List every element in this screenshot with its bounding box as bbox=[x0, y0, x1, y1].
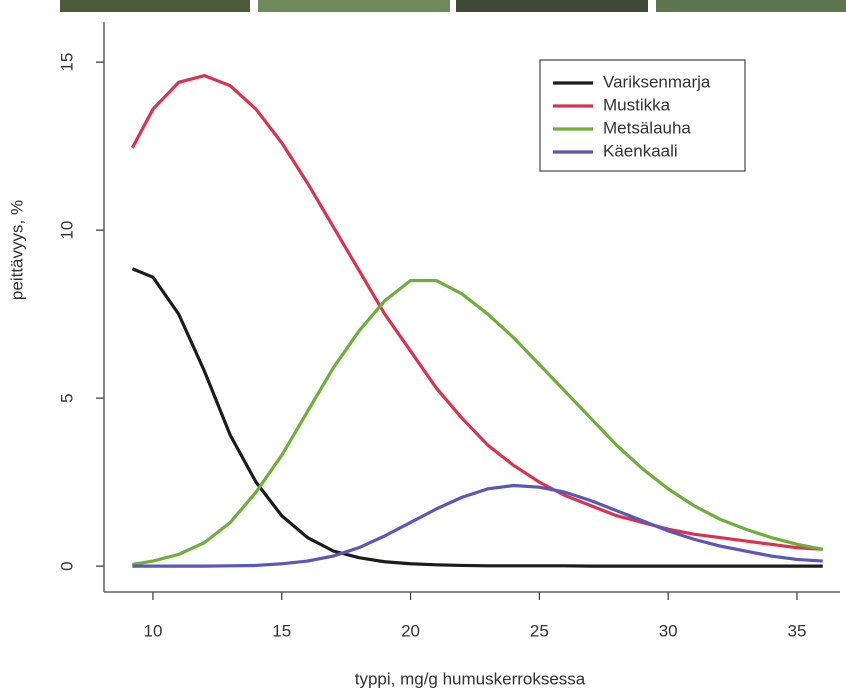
x-tick-label: 15 bbox=[272, 621, 291, 640]
y-tick-label: 10 bbox=[57, 221, 76, 240]
legend-label: Variksenmarja bbox=[603, 72, 711, 91]
legend-label: Käenkaali bbox=[603, 141, 678, 160]
x-tick-label: 10 bbox=[143, 621, 162, 640]
legend-label: Mustikka bbox=[603, 95, 671, 114]
series-line bbox=[132, 278, 824, 567]
legend-label: Metsälauha bbox=[603, 118, 691, 137]
y-tick-label: 15 bbox=[57, 53, 76, 72]
y-tick-label: 0 bbox=[57, 561, 76, 570]
photo-strip bbox=[60, 0, 846, 12]
x-tick-label: 20 bbox=[401, 621, 420, 640]
series-line bbox=[130, 74, 823, 551]
series-line bbox=[131, 267, 823, 568]
series-line bbox=[132, 483, 823, 568]
y-axis-label: peittävyys, % bbox=[7, 200, 26, 300]
x-tick-label: 25 bbox=[530, 621, 549, 640]
x-tick-label: 35 bbox=[788, 621, 807, 640]
x-tick-label: 30 bbox=[659, 621, 678, 640]
x-axis-label: typpi, mg/g humuskerroksessa bbox=[355, 669, 586, 688]
y-tick-label: 5 bbox=[57, 393, 76, 402]
